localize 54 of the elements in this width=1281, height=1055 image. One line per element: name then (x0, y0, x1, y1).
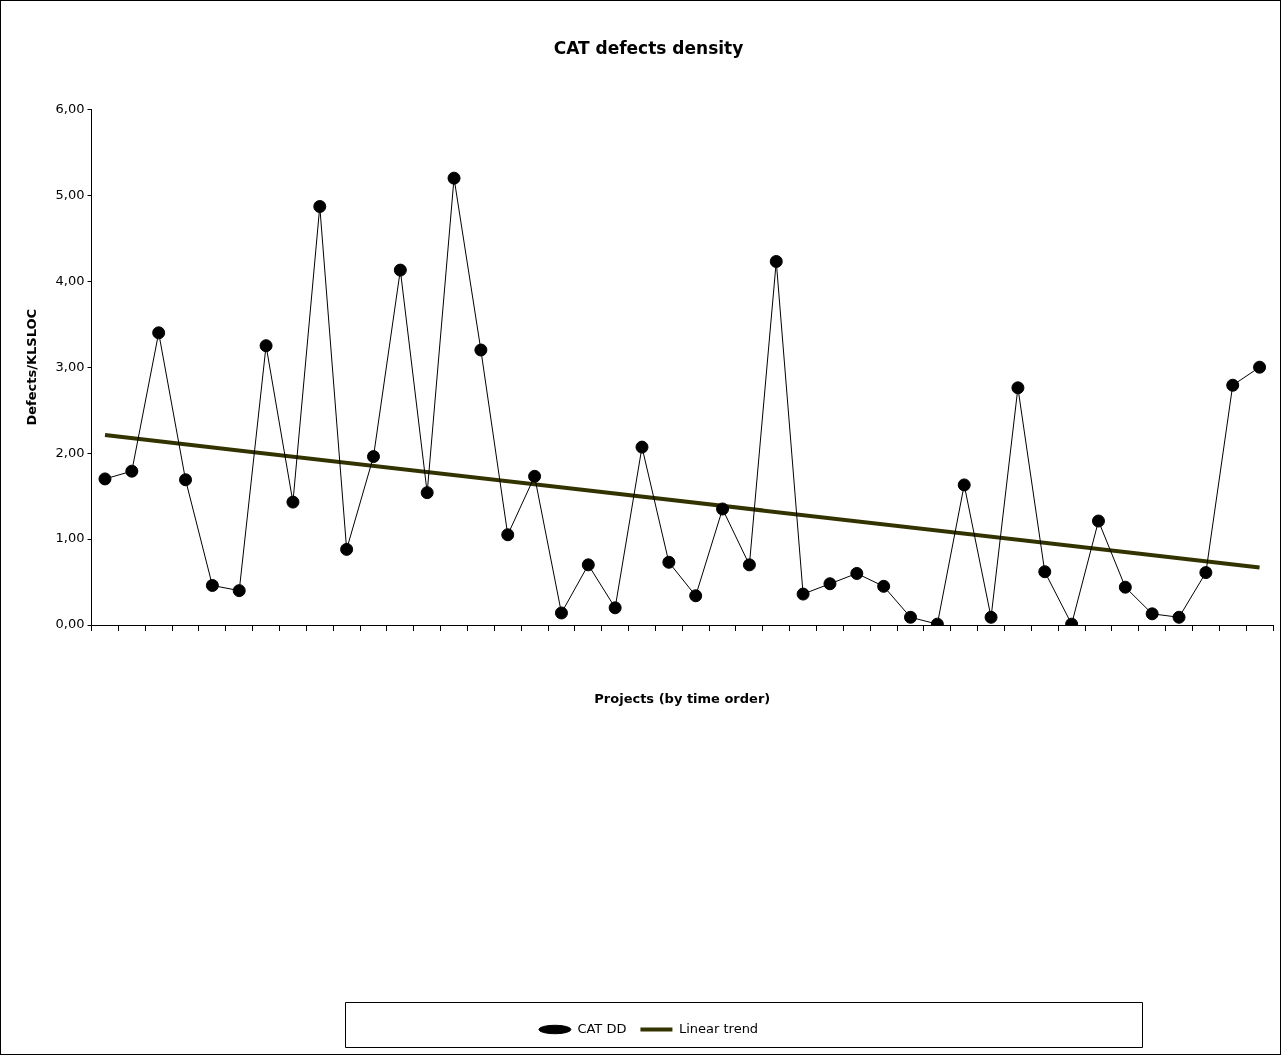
point (1091, 514, 1105, 528)
point (474, 343, 488, 357)
point (742, 558, 756, 572)
point (662, 555, 676, 569)
point (232, 584, 246, 598)
point (528, 469, 542, 483)
point (904, 610, 918, 624)
point (984, 610, 998, 624)
point (635, 440, 649, 454)
point (366, 450, 380, 464)
point (716, 502, 730, 516)
y-tick-label: 0,00 (55, 616, 85, 632)
point (340, 542, 354, 556)
point (152, 326, 166, 340)
point (286, 495, 300, 509)
y-tick-label: 2,00 (55, 444, 85, 460)
point (769, 255, 783, 268)
point (205, 578, 219, 592)
point (1145, 607, 1159, 621)
point (877, 579, 891, 593)
point (1172, 610, 1186, 624)
point (1011, 381, 1025, 395)
point (501, 528, 515, 542)
point (957, 478, 971, 492)
point (1038, 565, 1052, 579)
chart-title: CAT defects density (553, 37, 744, 58)
point (1226, 378, 1240, 392)
point (179, 473, 193, 487)
point (608, 601, 622, 615)
point (554, 606, 568, 620)
point (313, 200, 327, 214)
legend-label: CAT DD (577, 1020, 627, 1036)
legend-label: Linear trend (678, 1020, 759, 1036)
y-tick-label: 6,00 (55, 100, 85, 116)
x-axis-title: Projects (by time order) (594, 690, 771, 706)
y-tick-label: 1,00 (55, 530, 85, 546)
point (393, 263, 407, 277)
y-tick-label: 4,00 (55, 272, 85, 288)
point (823, 577, 837, 591)
point (850, 566, 864, 580)
point (125, 464, 139, 478)
point (259, 339, 273, 353)
y-tick-label: 3,00 (55, 358, 85, 374)
y-axis-title: Defects/KLSLOC (24, 308, 40, 426)
point (447, 171, 461, 185)
point (796, 587, 810, 601)
point (98, 472, 112, 486)
point (1199, 566, 1213, 580)
y-tick-label: 5,00 (55, 186, 85, 202)
point (420, 486, 434, 500)
point (581, 558, 595, 572)
point (1253, 360, 1267, 374)
point (689, 589, 703, 603)
point (1118, 580, 1132, 594)
